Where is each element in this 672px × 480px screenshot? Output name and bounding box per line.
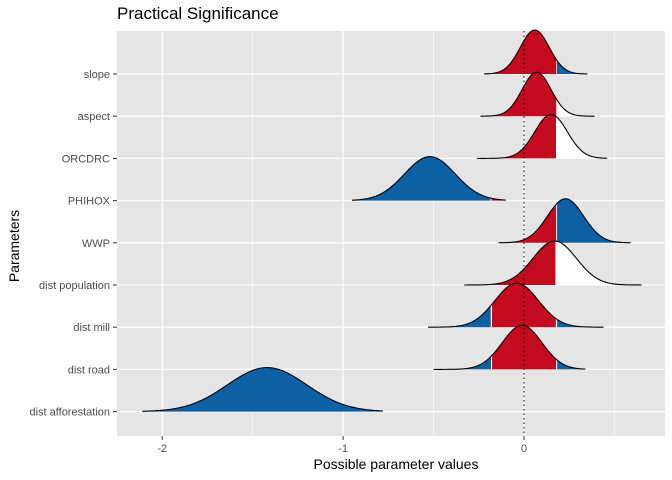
ridge-rope-fill [492, 241, 556, 285]
ridge-slope [484, 29, 588, 75]
y-tick-label: ORCDRC [62, 153, 110, 165]
ridge-outside-fill [557, 360, 585, 370]
ridge-wwp [498, 198, 631, 244]
y-tick-label: aspect [78, 111, 110, 123]
y-tick-label: dist road [68, 364, 110, 376]
ridge-dist-afforestation [142, 367, 383, 412]
ridge-outside-fill [433, 356, 492, 370]
ridge-outside-fill [428, 305, 491, 328]
chart-title: Practical Significance [117, 4, 279, 23]
ridge-outside-fill [352, 156, 491, 201]
ridge-phihox [352, 156, 506, 201]
ridge-rope-fill [498, 204, 557, 243]
ridge-outline [352, 156, 506, 201]
ridge-outline [484, 29, 588, 75]
ridge-outline [428, 282, 604, 328]
y-tick-label: WWP [82, 238, 110, 250]
y-tick-label: slope [84, 69, 110, 81]
ridge-rope-fill [491, 283, 556, 328]
ridge-outline [142, 367, 383, 412]
y-tick-label: dist mill [73, 322, 110, 334]
ridge-rope-fill [491, 30, 557, 74]
x-tick-label: -1 [338, 443, 348, 455]
x-axis-label: Possible parameter values [313, 456, 479, 472]
x-tick-label: -2 [157, 443, 167, 455]
ridge-outside-fill [142, 367, 383, 412]
ridge-outline [464, 240, 642, 286]
x-tick-label: 0 [521, 443, 527, 455]
ridge-dist-population [464, 240, 642, 286]
ridge-dist-mill [428, 282, 604, 328]
ridge-outline [498, 198, 631, 244]
y-tick-label: PHIHOX [68, 196, 111, 208]
y-axis-label: Parameters [6, 209, 22, 283]
ridge-outside-fill [557, 198, 631, 243]
ridge-rope-fill [491, 114, 556, 159]
ridge-outside-fill [557, 60, 588, 74]
ridge-outline [433, 324, 586, 370]
ridge-outline [476, 113, 608, 159]
ridge-orcdrc [476, 113, 608, 159]
y-tick-label: dist afforestation [29, 407, 110, 419]
ridge-outline [480, 71, 595, 117]
y-tick-label: dist population [39, 280, 110, 292]
